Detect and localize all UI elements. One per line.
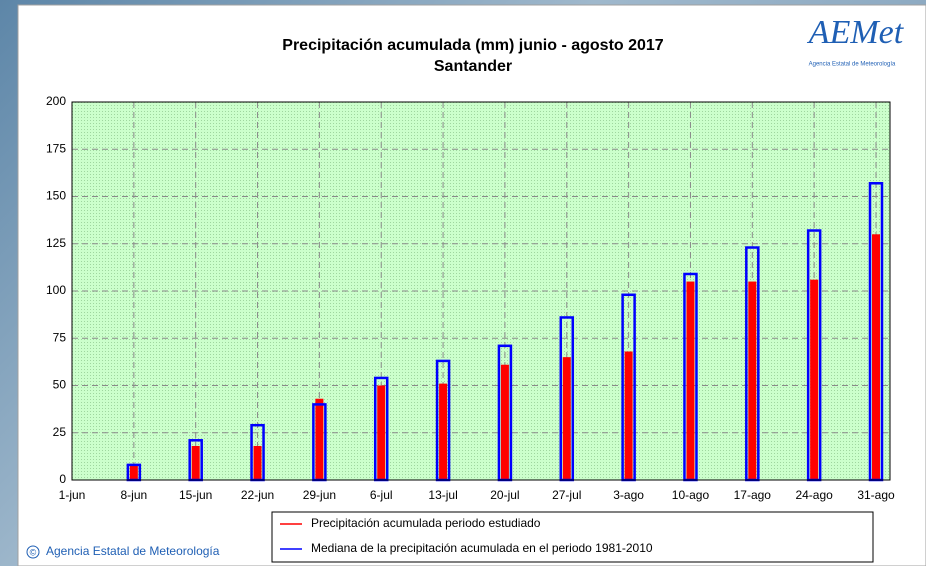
- y-tick-label: 175: [46, 141, 66, 155]
- bar: [748, 281, 757, 480]
- x-tick-label: 22-jun: [241, 488, 274, 502]
- legend-label: Mediana de la precipitación acumulada en…: [311, 541, 653, 555]
- copyright: Agencia Estatal de Meteorología: [46, 544, 220, 558]
- x-tick-label: 31-ago: [857, 488, 895, 502]
- y-tick-label: 150: [46, 189, 66, 203]
- bar: [439, 383, 448, 480]
- bar: [686, 281, 695, 480]
- bar: [377, 385, 386, 480]
- x-tick-label: 20-jul: [490, 488, 519, 502]
- y-tick-label: 0: [59, 472, 66, 486]
- y-tick-label: 125: [46, 236, 66, 250]
- bar: [191, 445, 200, 480]
- x-tick-label: 29-jun: [303, 488, 336, 502]
- logo-caption: Agencia Estatal de Meteorología: [809, 62, 896, 68]
- bar: [562, 357, 571, 480]
- x-tick-label: 15-jun: [179, 488, 212, 502]
- x-tick-label: 10-ago: [672, 488, 710, 502]
- y-tick-label: 50: [53, 378, 67, 392]
- x-tick-label: 24-ago: [795, 488, 833, 502]
- y-tick-label: 100: [46, 283, 66, 297]
- bar: [624, 351, 633, 480]
- bar: [872, 234, 880, 480]
- x-tick-label: 8-jun: [121, 488, 148, 502]
- legend: [271, 511, 874, 563]
- x-tick-label: 13-jul: [428, 488, 457, 502]
- bar: [129, 464, 138, 480]
- y-tick-label: 25: [53, 425, 67, 439]
- x-tick-label: 6-jul: [370, 488, 393, 502]
- bar: [253, 445, 262, 480]
- bar: [500, 364, 509, 480]
- x-tick-label: 3-ago: [613, 488, 644, 502]
- y-tick-label: 75: [53, 330, 67, 344]
- y-tick-label: 200: [46, 94, 66, 108]
- legend-label: Precipitación acumulada periodo estudiad…: [311, 516, 541, 530]
- x-tick-label: 27-jul: [552, 488, 581, 502]
- x-tick-label: 1-jun: [59, 488, 86, 502]
- logo: AEMet: [807, 14, 905, 51]
- copyright-symbol: ©: [30, 547, 37, 557]
- bar: [315, 398, 324, 480]
- x-tick-label: 17-ago: [734, 488, 772, 502]
- bar: [810, 279, 819, 480]
- chart-title: Precipitación acumulada (mm) junio - ago…: [282, 37, 664, 54]
- plot-border: [71, 101, 891, 481]
- copyright-icon: [26, 545, 40, 559]
- chart-subtitle: Santander: [434, 58, 512, 75]
